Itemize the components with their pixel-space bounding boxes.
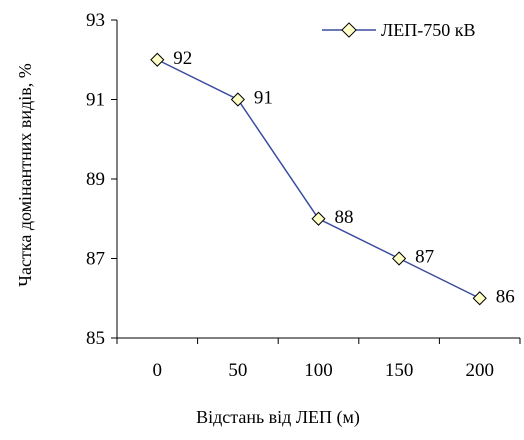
y-tick-label: 85	[86, 328, 105, 349]
y-tick-label: 89	[86, 169, 105, 190]
x-tick-label: 150	[385, 360, 414, 381]
legend-diamond-marker	[341, 22, 357, 38]
x-tick-label: 50	[228, 360, 247, 381]
data-label: 87	[415, 247, 434, 268]
y-tick-label: 91	[86, 90, 105, 111]
data-point-marker	[311, 211, 326, 226]
data-point-marker	[392, 251, 407, 266]
x-tick-label: 200	[465, 360, 494, 381]
series-layer: 92 91 88 87 86	[150, 48, 515, 307]
legend: ЛЕП-750 кВ	[322, 20, 475, 40]
y-tick-label: 93	[86, 10, 105, 31]
data-label: 92	[173, 48, 192, 69]
y-tick-label: 87	[86, 249, 105, 270]
x-tick-label: 100	[304, 360, 333, 381]
x-axis-title: Відстань від ЛЕП (м)	[196, 407, 360, 428]
data-label: 91	[254, 88, 273, 109]
data-point-marker	[472, 291, 487, 306]
x-ticks: 0 50 100 150 200	[116, 338, 521, 381]
data-label: 88	[335, 207, 354, 228]
data-point-marker	[150, 52, 165, 67]
y-axis-title: Частка домінантних видів, %	[15, 63, 35, 286]
x-tick-label: 0	[153, 360, 163, 381]
legend-label: ЛЕП-750 кВ	[381, 20, 475, 40]
y-ticks: 85 87 89 91 93	[86, 10, 117, 349]
data-point-marker	[230, 92, 245, 107]
data-label: 86	[496, 286, 515, 307]
